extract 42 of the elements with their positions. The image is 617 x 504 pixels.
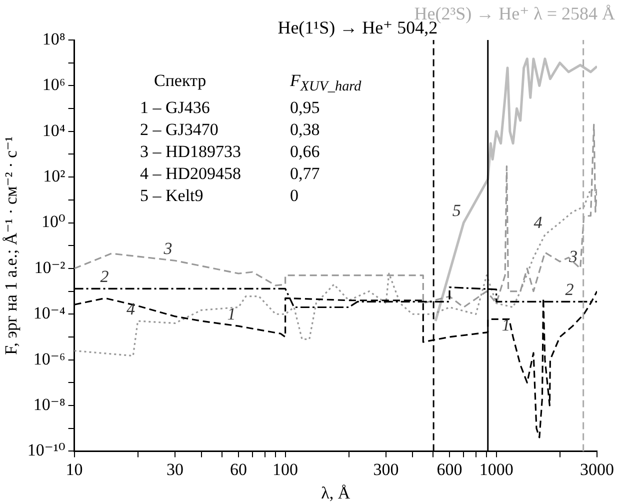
ref-line-label: He(2³S) → He⁺ λ = 2584 Å [414,4,616,24]
annotation: 4 [126,299,136,318]
annotation: 0,95 [290,97,321,120]
annotation: 3 [568,246,578,266]
annotation: 0 [290,185,300,208]
x-axis-title: λ, Å [321,483,351,502]
y-axis-title: F, эрг на 1 а.е.; Å⁻¹ · см⁻² · с⁻¹ [2,136,21,355]
annotation: F$_{XUV_hard}$ [290,70,362,96]
annotation: 1 – GJ436 [140,97,211,120]
annotation: 3 – HD189733 [140,141,242,164]
y-tick-label: 10⁴ [42,120,66,140]
y-tick-label: 10⁻¹⁰ [27,440,66,460]
y-tick-label: 10⁻² [34,258,66,277]
annotation: 2 [100,267,110,286]
x-tick-label: 30 [166,460,184,479]
annotation: 2 [565,280,574,300]
annotation: 2 – GJ3470 [140,119,220,142]
annotation: 1 [502,315,510,334]
x-tick-label: 1000 [479,460,514,479]
annotation: 1 [227,304,236,324]
x-tick-label: 300 [373,460,399,479]
y-tick-label: 10⁶ [42,75,66,94]
y-tick-label: 10² [43,166,66,186]
x-tick-label: 60 [230,460,247,479]
annotation: 4 – HD209458 [140,163,242,186]
y-tick-label: 10⁻⁶ [33,349,66,368]
x-tick-label: 100 [272,460,298,479]
annotation: 5 – Kelt9 [140,185,204,208]
x-tick-label: 600 [436,460,462,479]
annotation: 0,38 [290,119,321,142]
y-tick-label: 10⁸ [42,29,66,48]
annotation: 4 [534,213,543,232]
x-tick-label: 3000 [580,460,614,479]
annotation: 3 [162,239,172,258]
annotation: 0,77 [290,163,321,186]
y-tick-label: 10⁻⁴ [33,304,66,323]
y-tick-label: 10⁻⁸ [33,394,66,414]
y-tick-label: 10⁰ [41,212,66,232]
annotation: 0,66 [290,141,321,164]
annotation: 5 [452,201,461,220]
x-tick-label: 10 [66,460,83,479]
annotation: Спектр [153,70,208,92]
